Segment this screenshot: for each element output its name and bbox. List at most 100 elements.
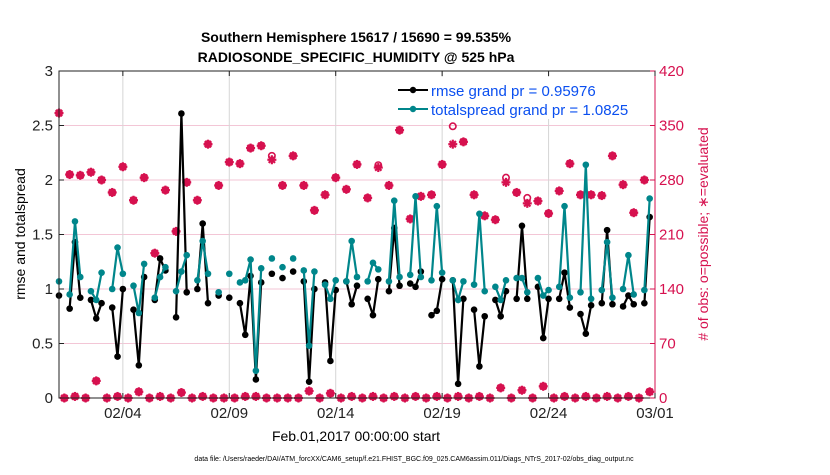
rmse-point <box>476 363 483 370</box>
y-tick-label: 0 <box>45 390 53 407</box>
evaluated-marker <box>352 159 362 169</box>
totalspread-point <box>343 278 350 285</box>
rmse-point <box>566 304 574 311</box>
rmse-point <box>630 300 638 308</box>
evaluated-marker <box>65 170 75 180</box>
y-right-tick-label: 350 <box>659 118 684 135</box>
legend-label-totalspread: totalspread grand pr = 1.0825 <box>431 102 628 119</box>
totalspread-point <box>199 237 206 245</box>
evaluated-marker <box>155 391 165 401</box>
totalspread-point <box>300 267 308 274</box>
evaluated-marker-stroke <box>480 211 489 220</box>
evaluated-marker <box>607 151 617 161</box>
evaluated-marker <box>645 387 655 397</box>
rmse-point <box>92 315 100 322</box>
totalspread-point <box>194 276 201 284</box>
evaluated-marker <box>256 141 266 151</box>
legend-marker-rmse <box>409 86 417 94</box>
evaluated-marker-stroke <box>470 190 478 199</box>
evaluated-marker <box>320 190 330 200</box>
evaluated-marker <box>533 196 543 206</box>
evaluated-marker <box>437 159 447 169</box>
rmse-point <box>470 306 478 314</box>
evaluated-marker <box>325 388 335 398</box>
rmse-point <box>353 282 361 290</box>
totalspread-point <box>225 270 233 278</box>
totalspread-point <box>140 260 148 268</box>
totalspread-point <box>545 286 552 294</box>
rmse-point <box>619 303 627 310</box>
totalspread-point <box>476 210 483 218</box>
totalspread-point <box>305 342 313 349</box>
totalspread-point <box>481 287 489 295</box>
evaluated-marker-stroke <box>342 185 351 194</box>
chart-title-line2: RADIOSONDE_SPECIFIC_HUMIDITY @ 525 hPa <box>198 49 515 65</box>
totalspread-point <box>454 296 462 304</box>
rmse-point <box>492 296 499 304</box>
rmse-point <box>603 226 611 234</box>
evaluated-marker <box>246 143 256 153</box>
rmse-point <box>641 299 648 307</box>
totalspread-point <box>321 281 329 288</box>
totalspread-point <box>433 202 441 210</box>
evaluated-marker-stroke <box>496 383 505 392</box>
evaluated-marker-stroke <box>432 392 441 401</box>
evaluated-marker-stroke <box>92 376 101 385</box>
totalspread-line <box>430 206 444 281</box>
y-tick-label: 2 <box>45 172 53 189</box>
rmse-point <box>406 280 414 287</box>
rmse-point <box>199 220 206 227</box>
legend-box <box>395 77 651 119</box>
evaluated-marker-stroke <box>129 196 138 205</box>
rmse-point <box>385 287 393 295</box>
y-axis-label: rmse and totalspread <box>12 168 28 300</box>
totalspread-point <box>252 367 260 375</box>
evaluated-marker <box>134 387 144 397</box>
totalspread-point <box>539 292 547 299</box>
evaluated-marker-stroke <box>321 190 329 199</box>
evaluated-marker <box>107 187 117 197</box>
evaluated-marker-stroke <box>241 392 250 401</box>
evaluated-marker <box>469 190 479 200</box>
grid <box>59 71 655 398</box>
x-axis-label: Feb.01,2017 00:00:00 start <box>272 428 440 444</box>
rmse-point <box>183 288 191 296</box>
totalspread-point <box>396 273 403 281</box>
evaluated-marker-stroke <box>299 181 308 190</box>
evaluated-marker-stroke <box>390 392 399 401</box>
totalspread-line <box>89 272 103 303</box>
totalspread-point <box>518 274 526 282</box>
evaluated-marker <box>304 386 314 396</box>
totalspread-point <box>534 274 542 282</box>
legend-label-rmse: rmse grand pr = 0.95976 <box>431 83 596 100</box>
y-tick-label: 1 <box>45 281 53 298</box>
rmse-point <box>76 294 84 302</box>
totalspread-line <box>111 247 124 290</box>
evaluated-marker <box>453 391 463 401</box>
evaluated-marker-stroke <box>576 190 585 199</box>
legend: rmse grand pr = 0.95976 totalspread gran… <box>395 77 651 119</box>
rmse-point <box>497 312 504 320</box>
evaluated-marker-stroke <box>182 178 191 187</box>
totalspread-point <box>385 278 393 285</box>
totalspread-point <box>417 273 425 281</box>
x-tick-label: 02/19 <box>423 405 461 422</box>
evaluated-marker-stroke <box>518 386 526 395</box>
evaluated-marker-stroke <box>310 206 319 215</box>
totalspread-point <box>76 273 84 281</box>
rmse-point <box>412 283 419 291</box>
rmse-point <box>545 295 552 303</box>
rmse-point <box>587 302 595 309</box>
totalspread-point <box>460 278 467 285</box>
x-tick-label: 02/09 <box>211 405 249 422</box>
evaluated-marker-stroke <box>108 188 117 197</box>
rmse-point <box>369 311 377 319</box>
rmse-point <box>178 110 185 117</box>
evaluated-marker-stroke <box>565 159 574 168</box>
evaluated-marker <box>214 180 224 190</box>
rmse-point <box>561 269 568 276</box>
totalspread-point <box>327 295 334 303</box>
rmse-point <box>279 274 286 282</box>
y-tick-label: 1.5 <box>32 227 53 244</box>
